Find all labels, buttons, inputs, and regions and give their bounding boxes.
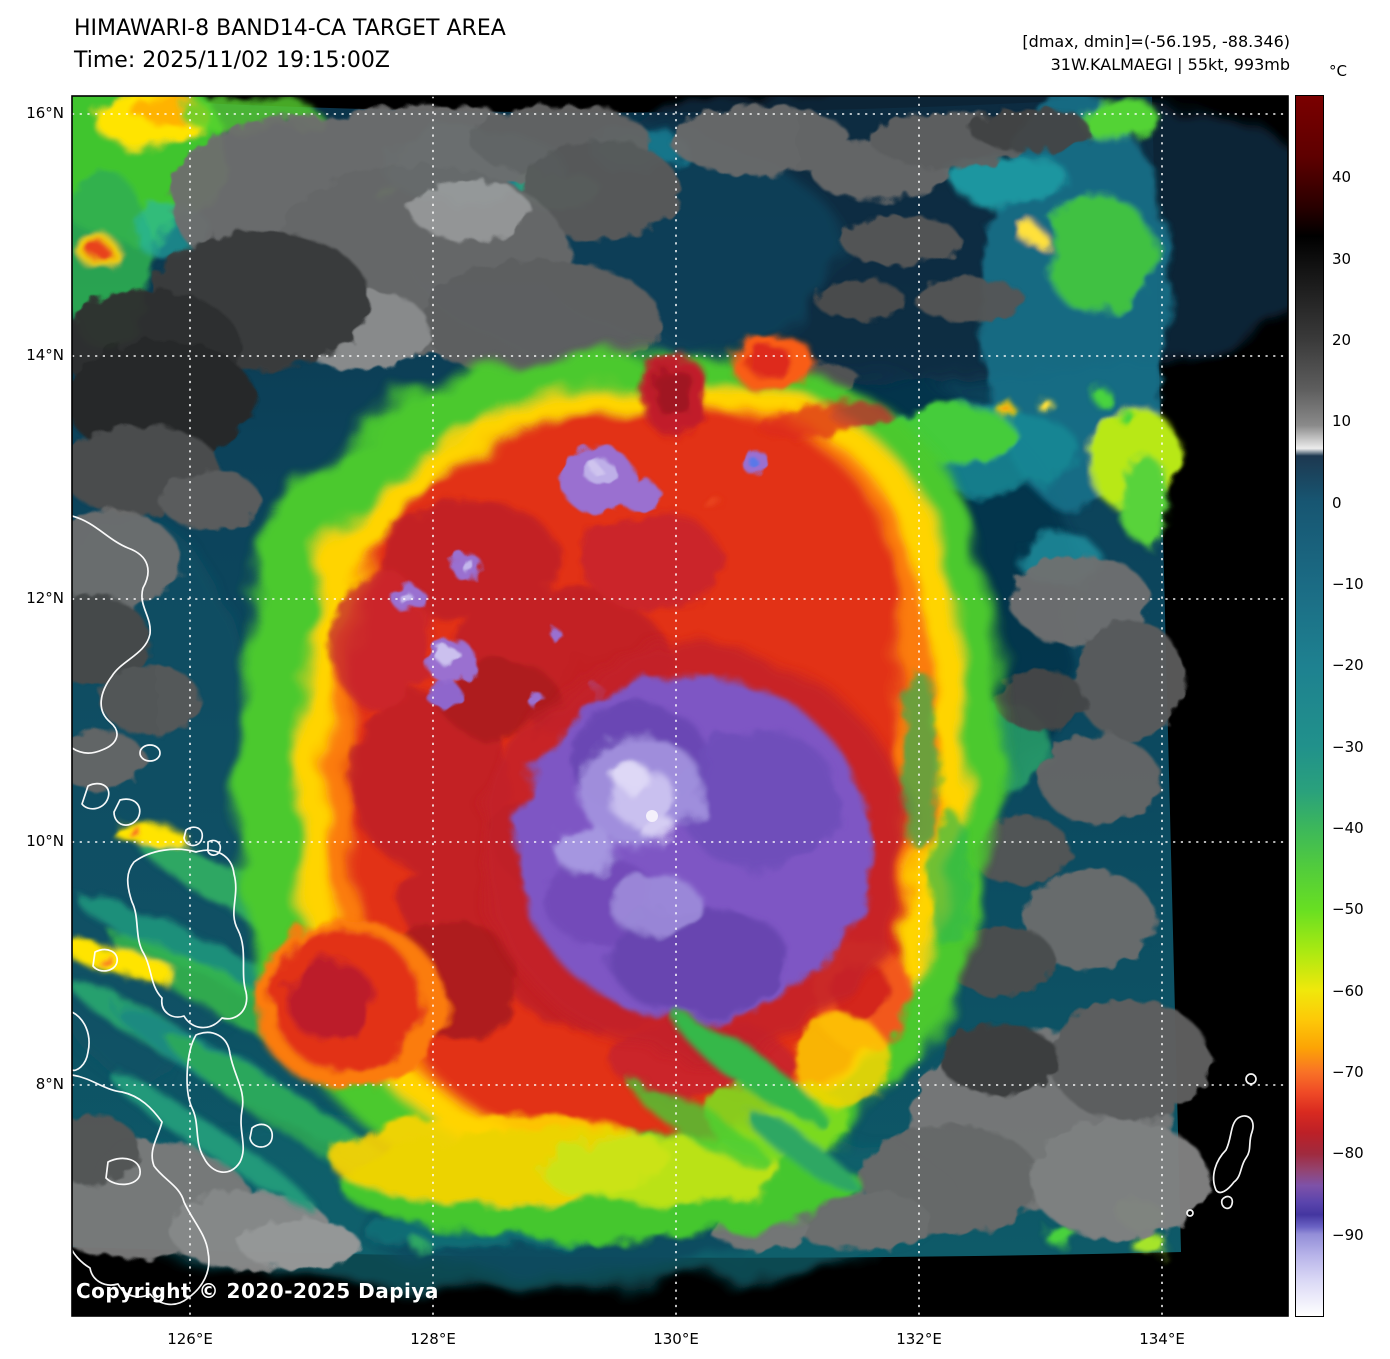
lat-label: 10°N [26,832,64,850]
timestamp: Time: 2025/11/02 19:15:00Z [74,48,390,73]
page-title: HIMAWARI-8 BAND14-CA TARGET AREA [74,16,506,41]
lat-label: 16°N [26,104,64,122]
colorbar-tick: −20 [1332,656,1364,674]
north-convective-blobs [641,332,1132,512]
plot-frame [71,95,1289,1317]
southern-fringe [330,670,970,1240]
gridlines [72,96,1288,1316]
copyright-watermark: Copyright © 2020-2025 Dapiya [76,1279,439,1303]
lat-label: 8°N [35,1075,64,1093]
lon-label: 128°E [410,1330,456,1348]
colorbar-tick: −70 [1332,1063,1364,1081]
colorbar-tick: 0 [1332,494,1342,512]
lon-label: 126°E [167,1330,213,1348]
colorbar-tick: 20 [1332,331,1352,349]
coldest-top-spot [646,810,658,822]
gray-cloud-decks [72,105,1210,1270]
storm-annotation: 31W.KALMAEGI | 55kt, 993mb [1050,55,1290,74]
lon-label: 134°E [1139,1330,1185,1348]
colorbar-tick: −60 [1332,982,1364,1000]
colorbar-unit: °C [1329,62,1347,80]
colorbar-tick: −90 [1332,1226,1364,1244]
colorbar-tick: −50 [1332,900,1364,918]
range-annotation: [dmax, dmin]=(-56.195, -88.346) [1022,32,1290,51]
colorbar-tick: −10 [1332,575,1364,593]
lon-label: 130°E [653,1330,699,1348]
storm-eye-cdo [480,645,910,1055]
colorbar-tick: 40 [1332,168,1352,186]
lat-label: 12°N [26,589,64,607]
storm-system [237,332,1132,1240]
coastline-palau [1186,1073,1257,1217]
lat-label: 14°N [26,346,64,364]
colorbar [1295,95,1324,1317]
colorbar-tick: −80 [1332,1144,1364,1162]
colorbar-tick: 10 [1332,412,1352,430]
lon-label: 132°E [896,1330,942,1348]
colorbar-tick: −30 [1332,738,1364,756]
coastline-philippines [72,515,273,1306]
colorbar-tick: −40 [1332,819,1364,837]
colorbar-tick: 30 [1332,250,1352,268]
